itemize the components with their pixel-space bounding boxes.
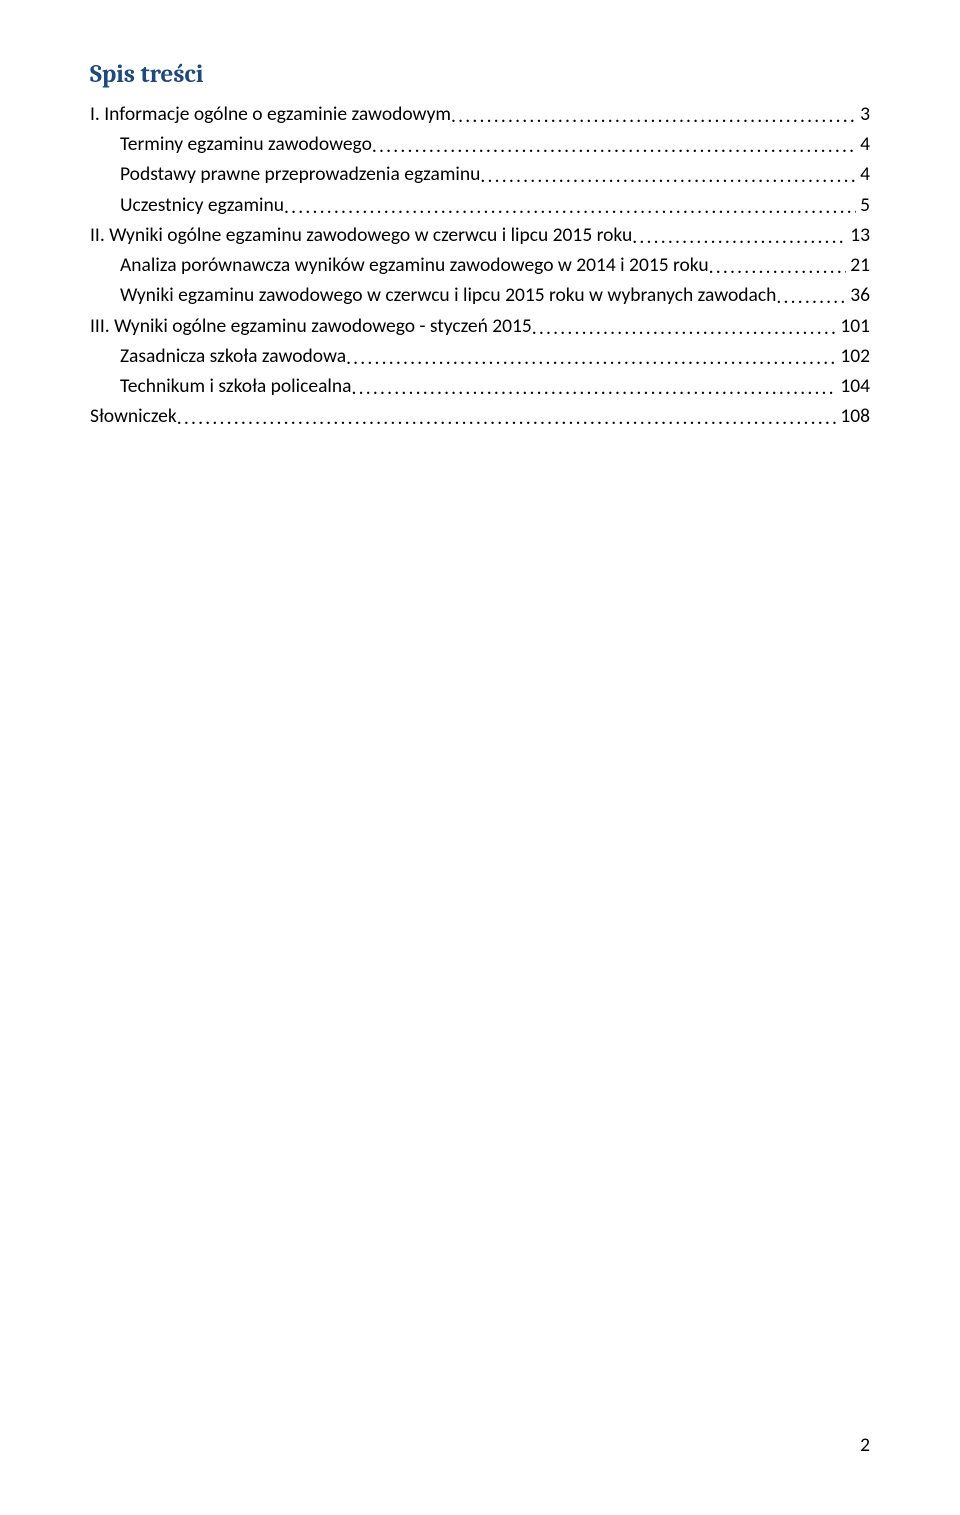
- document-page: Spis treści I. Informacje ogólne o egzam…: [0, 0, 960, 431]
- toc-entry: Słowniczek 108: [90, 401, 870, 431]
- toc-entry: Technikum i szkoła policealna 104: [90, 371, 870, 401]
- toc-entry-label: Podstawy prawne przeprowadzenia egzaminu: [120, 159, 480, 189]
- toc-list: I. Informacje ogólne o egzaminie zawodow…: [90, 99, 870, 431]
- toc-entry-page: 108: [836, 401, 870, 431]
- toc-entry-label: Wyniki egzaminu zawodowego w czerwcu i l…: [120, 280, 776, 310]
- toc-entry-page: 36: [846, 280, 870, 310]
- toc-entry: Terminy egzaminu zawodowego 4: [90, 129, 870, 159]
- toc-entry-page: 4: [856, 129, 870, 159]
- footer-page-number: 2: [860, 1433, 870, 1457]
- toc-leader-dots: [480, 161, 856, 191]
- toc-entry: Uczestnicy egzaminu 5: [90, 190, 870, 220]
- toc-entry-label: I. Informacje ogólne o egzaminie zawodow…: [90, 99, 451, 129]
- toc-entry-label: Zasadnicza szkoła zawodowa: [120, 341, 346, 371]
- toc-entry-page: 5: [856, 190, 870, 220]
- toc-entry-label: Uczestnicy egzaminu: [120, 190, 284, 220]
- toc-leader-dots: [532, 313, 837, 343]
- toc-entry-page: 13: [846, 220, 870, 250]
- toc-title: Spis treści: [90, 60, 870, 89]
- toc-entry-label: Analiza porównawcza wyników egzaminu zaw…: [120, 250, 709, 280]
- toc-entry-page: 104: [836, 371, 870, 401]
- toc-leader-dots: [372, 131, 856, 161]
- toc-entry-label: III. Wyniki ogólne egzaminu zawodowego -…: [90, 311, 532, 341]
- toc-leader-dots: [451, 101, 856, 131]
- toc-entry-page: 3: [856, 99, 870, 129]
- toc-entry-page: 21: [846, 250, 870, 280]
- toc-entry-label: Terminy egzaminu zawodowego: [120, 129, 372, 159]
- toc-leader-dots: [351, 373, 836, 403]
- toc-entry: Zasadnicza szkoła zawodowa 102: [90, 341, 870, 371]
- toc-leader-dots: [776, 282, 846, 312]
- toc-leader-dots: [632, 222, 846, 252]
- toc-entry-page: 4: [856, 159, 870, 189]
- toc-leader-dots: [709, 252, 847, 282]
- toc-entry-page: 102: [836, 341, 870, 371]
- toc-entry: Wyniki egzaminu zawodowego w czerwcu i l…: [90, 280, 870, 310]
- toc-leader-dots: [284, 192, 856, 222]
- toc-entry: I. Informacje ogólne o egzaminie zawodow…: [90, 99, 870, 129]
- toc-entry-label: II. Wyniki ogólne egzaminu zawodowego w …: [90, 220, 632, 250]
- toc-entry-label: Słowniczek: [90, 401, 177, 431]
- toc-entry: II. Wyniki ogólne egzaminu zawodowego w …: [90, 220, 870, 250]
- toc-entry-label: Technikum i szkoła policealna: [120, 371, 351, 401]
- toc-entry: Analiza porównawcza wyników egzaminu zaw…: [90, 250, 870, 280]
- toc-leader-dots: [346, 343, 836, 373]
- toc-leader-dots: [177, 403, 837, 433]
- toc-entry-page: 101: [836, 311, 870, 341]
- toc-entry: Podstawy prawne przeprowadzenia egzaminu…: [90, 159, 870, 189]
- toc-entry: III. Wyniki ogólne egzaminu zawodowego -…: [90, 311, 870, 341]
